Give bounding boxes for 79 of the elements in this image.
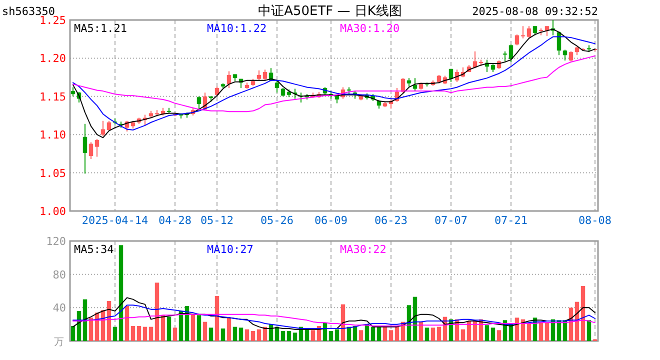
bar <box>112 326 118 341</box>
bar <box>166 316 172 341</box>
x-tick-label: 06-09 <box>314 214 348 227</box>
bar <box>154 282 160 341</box>
bar <box>238 328 244 341</box>
bar <box>256 329 262 341</box>
bar <box>490 328 496 341</box>
bar <box>190 314 196 341</box>
bar <box>232 326 238 341</box>
y-tick-label: 80 <box>52 268 66 282</box>
bar <box>196 315 202 341</box>
y-tick-label: 1.25 <box>40 14 66 27</box>
bar <box>160 315 166 341</box>
x-tick-label: 2025-04-14 <box>82 214 148 227</box>
y-tick-label: 1.05 <box>40 166 66 180</box>
bar <box>220 328 226 341</box>
bar <box>130 326 136 341</box>
bar <box>358 330 364 341</box>
bar <box>286 331 292 341</box>
bar <box>436 326 442 341</box>
x-tick-label: 06-23 <box>374 214 408 227</box>
bar <box>70 326 76 341</box>
text: MA30:1.20 <box>340 22 400 35</box>
bar <box>124 306 130 341</box>
x-tick-label: 08-08 <box>578 214 612 227</box>
line-series <box>72 314 596 326</box>
bar <box>580 286 586 341</box>
bar <box>214 296 220 341</box>
chart-title: 中证A50ETF — 日K线图 <box>258 4 402 19</box>
bar <box>388 330 394 341</box>
x-tick-label: 07-21 <box>494 214 528 227</box>
text: MA30:22 <box>340 243 386 256</box>
y-tick-label: 1.20 <box>40 52 66 66</box>
y-tick-label: 120 <box>46 235 66 248</box>
bar <box>250 331 256 341</box>
x-tick-label: 05-12 <box>200 214 234 227</box>
bar <box>382 326 388 341</box>
bar <box>172 328 178 341</box>
bar <box>544 322 550 341</box>
bar <box>226 318 232 341</box>
text: 2025-08-08 09:32:52 <box>472 5 598 18</box>
x-tick-label: 05-26 <box>260 214 294 227</box>
y-tick-label: 1.15 <box>40 90 66 104</box>
bar <box>484 325 490 341</box>
text: MA10:1.22 <box>207 22 267 35</box>
bar <box>370 326 376 341</box>
bar <box>136 326 142 341</box>
bar <box>376 326 382 341</box>
bar <box>586 320 592 341</box>
x-tick-label: 04-28 <box>158 214 192 227</box>
bar <box>244 329 250 341</box>
bar <box>202 322 208 341</box>
bar <box>118 245 124 341</box>
y-tick-label: 1.10 <box>40 128 66 142</box>
bar <box>304 329 310 341</box>
text: MA5:34 <box>74 243 114 256</box>
text: MA10:27 <box>207 243 254 256</box>
bar <box>142 326 148 341</box>
bar <box>424 328 430 341</box>
text: MA5:1.21 <box>74 22 127 35</box>
bar <box>496 330 502 341</box>
bar <box>310 330 316 341</box>
bar <box>334 329 340 341</box>
bar <box>460 329 466 341</box>
bar <box>538 322 544 341</box>
bar <box>280 331 286 341</box>
y-tick-label: 40 <box>52 302 66 315</box>
y-tick-label: 1.00 <box>40 205 66 218</box>
bar <box>292 332 298 341</box>
bar <box>328 331 334 341</box>
x-tick-label: 07-07 <box>434 214 468 227</box>
line-series <box>72 304 596 329</box>
line-series <box>72 55 596 112</box>
y-axis-title: 万 <box>54 337 64 348</box>
bar <box>208 328 214 341</box>
bar <box>394 326 400 341</box>
bar <box>148 326 154 341</box>
bar <box>430 328 436 341</box>
bar <box>88 318 94 341</box>
